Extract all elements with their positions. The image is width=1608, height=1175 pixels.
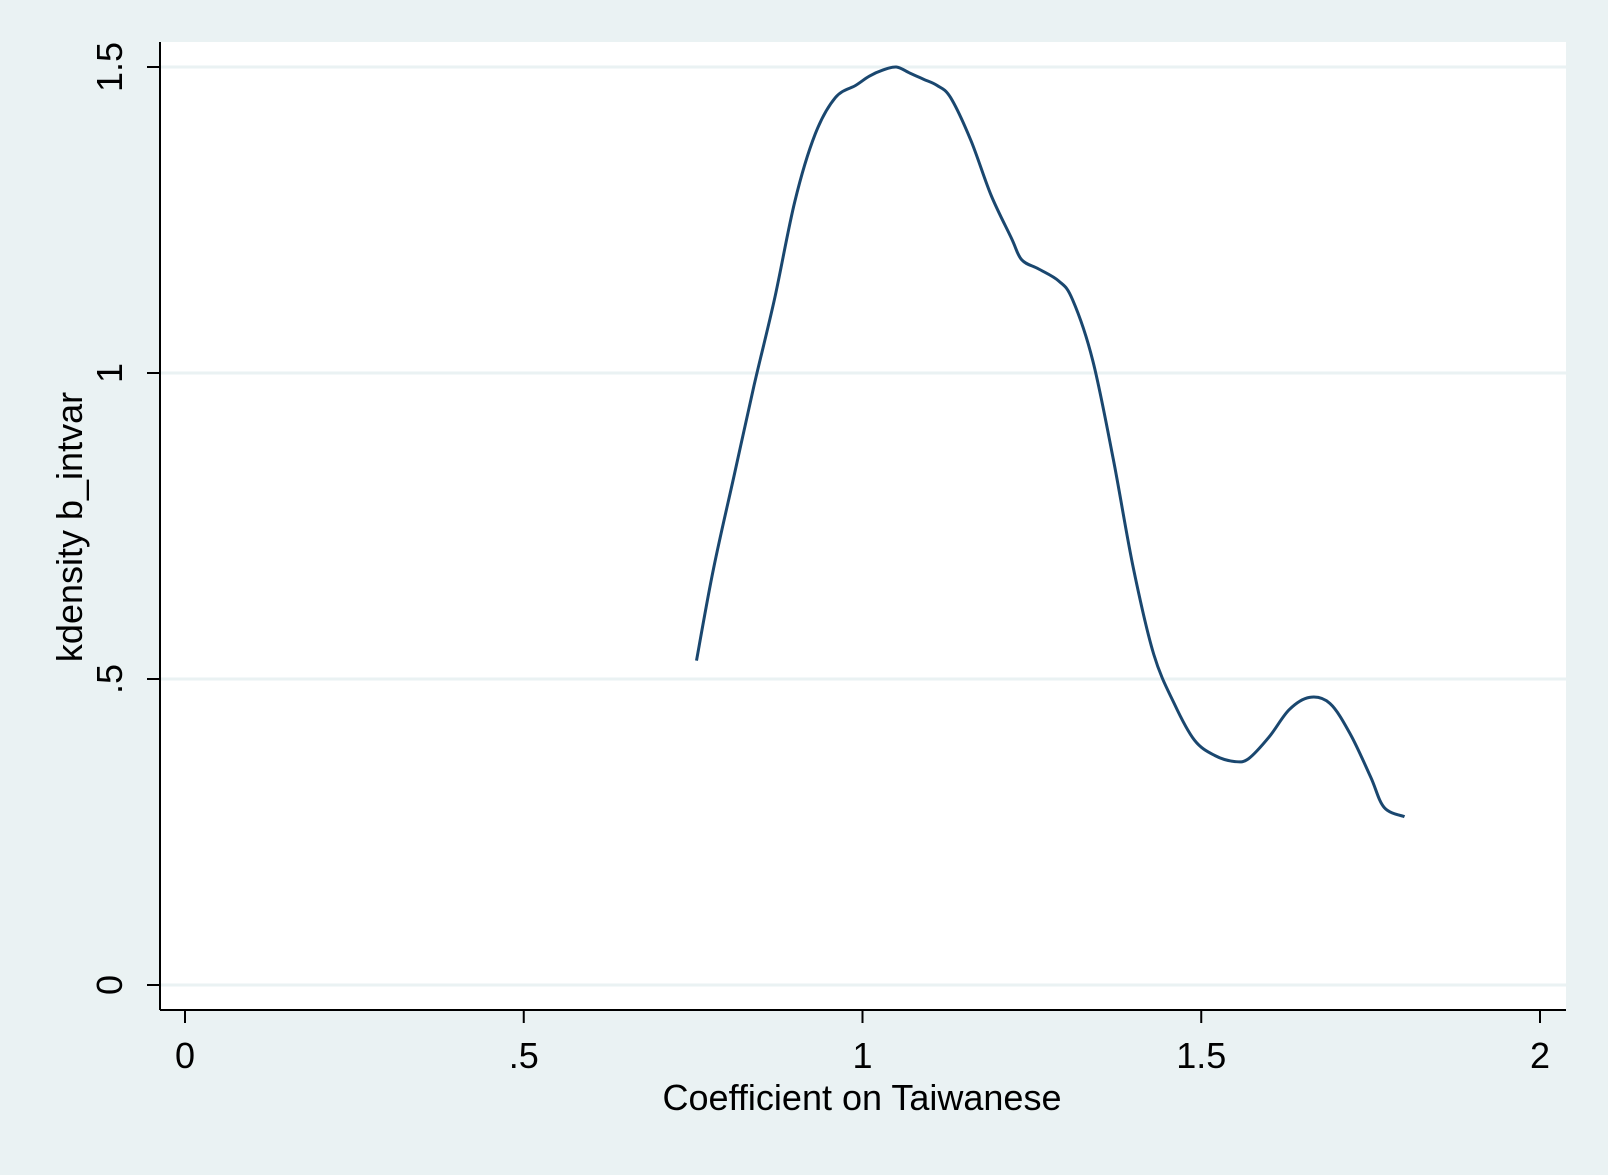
- gridlines: [160, 65, 1566, 987]
- x-tick-label: 0: [175, 1035, 195, 1076]
- plot-area: [160, 42, 1566, 1010]
- y-tick-label: 1: [89, 363, 130, 383]
- y-tick-label: 1.5: [89, 42, 130, 92]
- y-axis-ticks: 0 .5 1 1.5: [89, 42, 160, 995]
- x-tick-label: .5: [509, 1035, 539, 1076]
- x-axis-ticks: 0 .5 1 1.5 2: [175, 1010, 1550, 1076]
- y-tick-label: .5: [89, 664, 130, 694]
- density-curve-line: [695, 65, 1406, 819]
- x-axis-label: Coefficient on Taiwanese: [663, 1077, 1062, 1118]
- x-tick-label: 1.5: [1176, 1035, 1226, 1076]
- x-tick-label: 1: [852, 1035, 872, 1076]
- y-axis-label: kdensity b_intvar: [49, 392, 90, 662]
- y-tick-label: 0: [89, 975, 130, 995]
- x-tick-label: 2: [1530, 1035, 1550, 1076]
